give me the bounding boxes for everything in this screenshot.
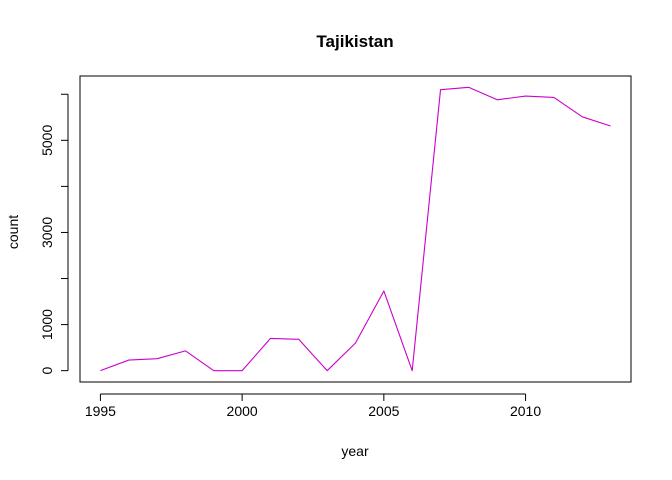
y-tick-label: 5000: [39, 125, 55, 156]
x-tick-label: 2000: [227, 403, 258, 419]
x-tick-label: 2005: [368, 403, 399, 419]
x-axis: 1995 2000 2005 2010: [85, 393, 541, 419]
series-line: [100, 86, 611, 372]
y-axis-label: count: [5, 215, 21, 249]
y-axis: 0 1000 3000 5000: [39, 93, 69, 375]
plot-frame: [79, 75, 632, 383]
y-tick-label: 1000: [39, 309, 55, 340]
chart-title: Tajikistan: [316, 32, 393, 51]
x-tick-label: 1995: [85, 403, 116, 419]
x-tick-label: 2010: [510, 403, 541, 419]
x-axis-label: year: [341, 443, 369, 459]
series-layer: [100, 86, 611, 372]
y-tick-label: 0: [39, 367, 55, 375]
y-tick-label: 3000: [39, 217, 55, 248]
